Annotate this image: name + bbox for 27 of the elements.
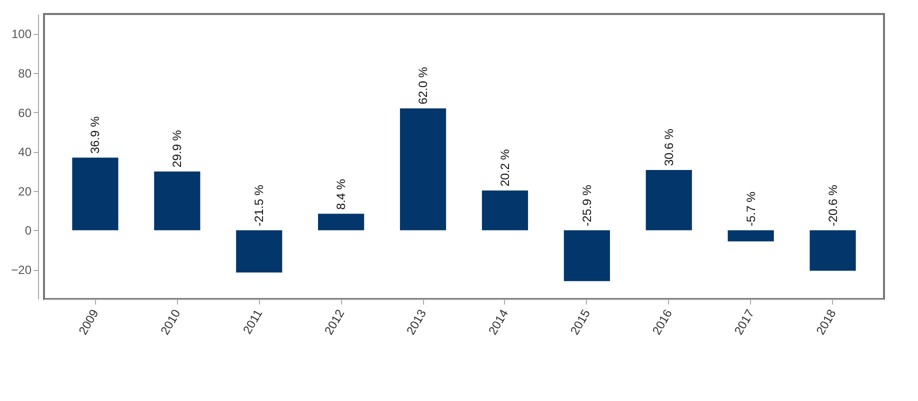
- bar: [154, 171, 200, 230]
- bar: [810, 230, 856, 271]
- data-label: -20.6 %: [826, 184, 840, 226]
- data-label: 29.9 %: [170, 130, 184, 168]
- bar: [72, 158, 118, 230]
- y-tick-label: 60: [18, 106, 32, 120]
- data-label: 30.6 %: [662, 128, 676, 166]
- y-tick-label: 20: [18, 184, 32, 198]
- y-tick-label: −20: [11, 263, 32, 278]
- bar: [564, 230, 610, 282]
- data-label: -21.5 %: [252, 184, 266, 226]
- y-tick-label: 100: [11, 27, 32, 42]
- y-tick-label: 80: [18, 66, 32, 80]
- data-label: -25.9 %: [580, 184, 594, 226]
- data-label: 36.9 %: [88, 116, 102, 154]
- bar: [646, 170, 692, 230]
- bar: [400, 108, 446, 230]
- bar: [482, 190, 528, 230]
- bar: [728, 230, 774, 242]
- data-label: 20.2 %: [498, 148, 512, 187]
- data-label: 8.4 %: [334, 178, 348, 210]
- y-tick-label: 40: [18, 145, 32, 160]
- data-label: -5.7 %: [744, 191, 758, 226]
- bar: [318, 214, 364, 230]
- data-label: 62.0 %: [416, 66, 430, 104]
- y-tick-label: 0: [24, 224, 32, 238]
- bar: [236, 230, 282, 272]
